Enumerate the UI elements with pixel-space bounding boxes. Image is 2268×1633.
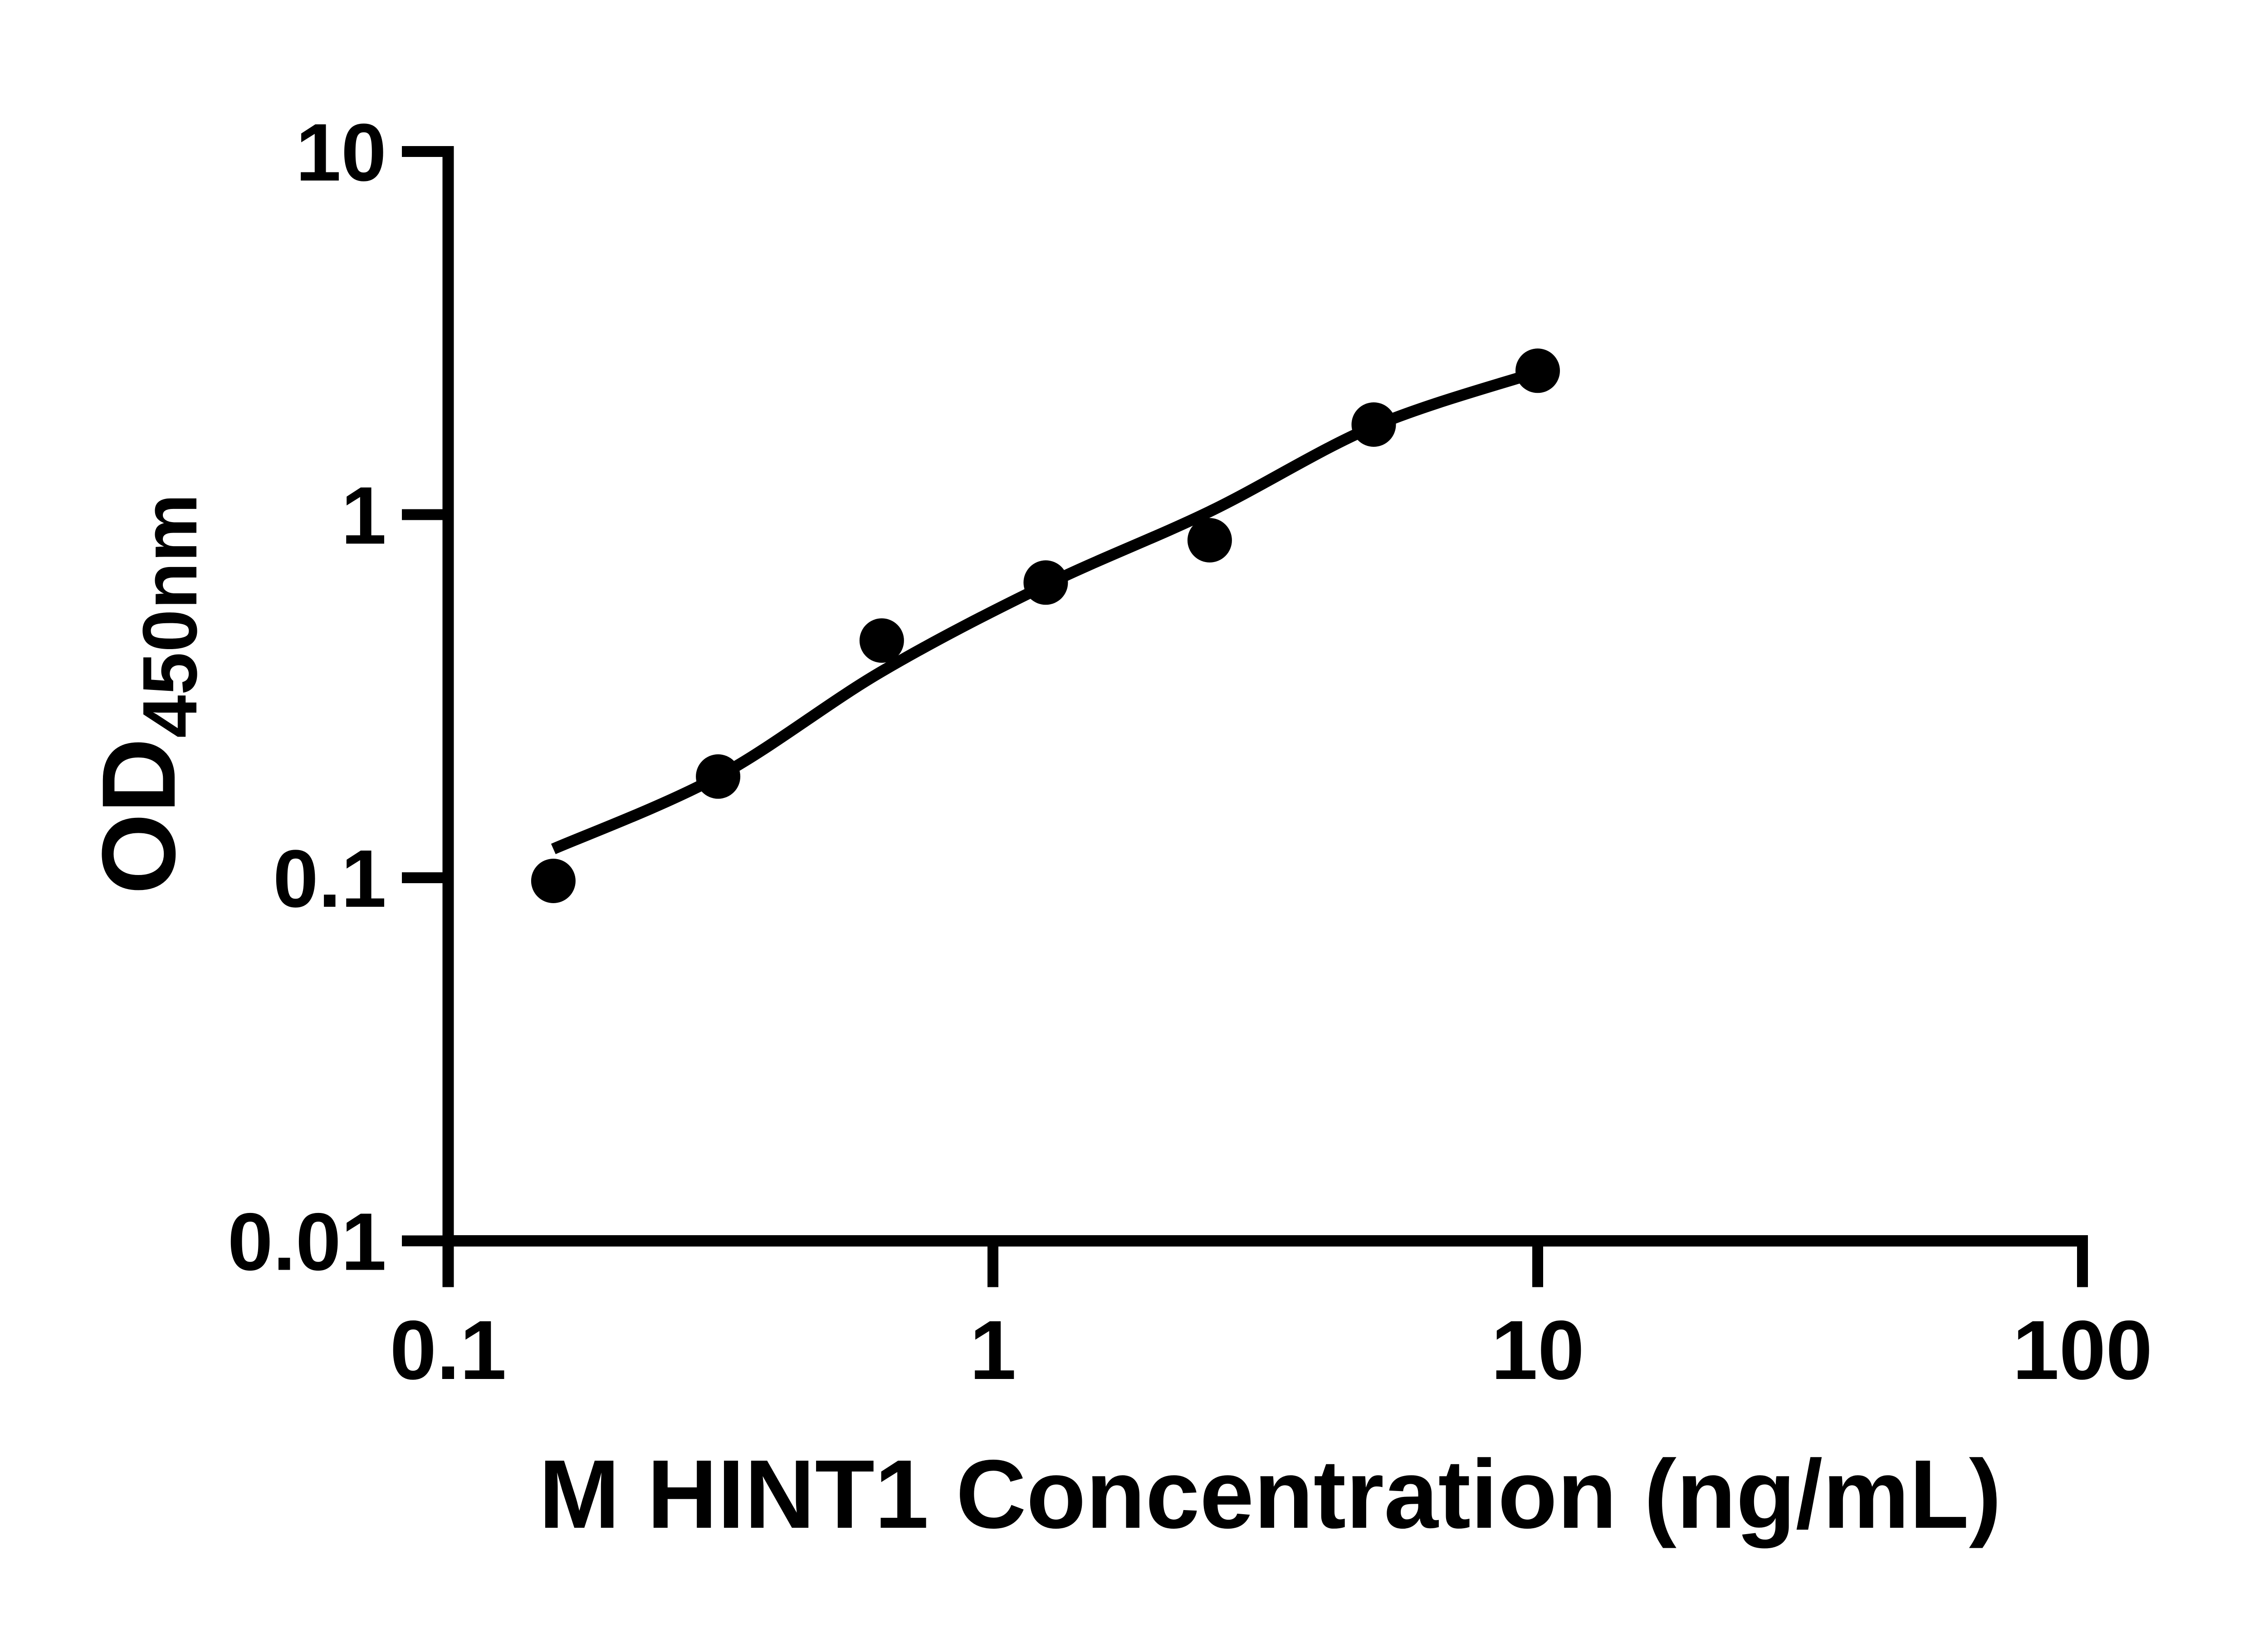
data-point (1187, 518, 1232, 562)
y-axis-title-subscript: 450nm (127, 494, 213, 738)
y-tick-label: 1 (341, 470, 386, 562)
fit-curve (551, 367, 1540, 855)
y-axis-title-main: OD (80, 738, 197, 895)
x-tick-label: 1 (970, 1304, 1017, 1397)
y-tick-label: 0.1 (273, 833, 386, 924)
x-tick-label: 10 (1491, 1304, 1584, 1397)
y-axis-title: OD450nm (80, 494, 213, 895)
x-tick-label: 0.1 (390, 1304, 506, 1397)
data-point (1515, 348, 1560, 393)
x-axis-title: M HINT1 Concentration (ng/mL) (539, 1439, 2002, 1549)
axes-layer (402, 146, 2088, 1287)
x-tick-label: 100 (2013, 1304, 2153, 1397)
y-tick-label: 0.01 (228, 1197, 386, 1288)
y-tick-label: 10 (296, 107, 386, 198)
text-layer: M HINT1 Concentration (ng/mL) OD450nm 10… (80, 107, 2152, 1549)
data-point (859, 618, 904, 663)
data-layer (531, 348, 1560, 903)
data-point (531, 859, 576, 903)
